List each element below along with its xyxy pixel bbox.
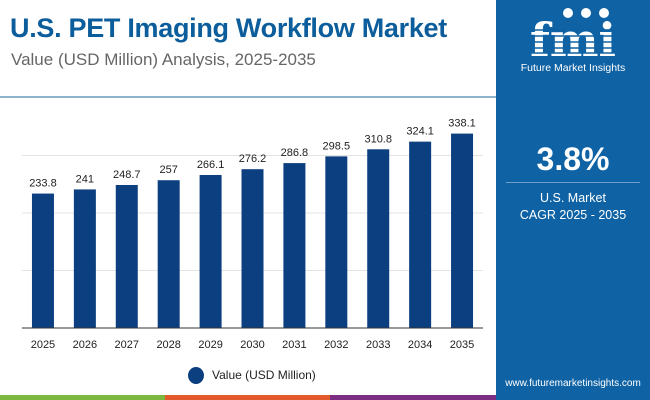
bar-2035 xyxy=(451,133,474,328)
stripe-green xyxy=(0,395,165,400)
legend-swatch xyxy=(188,367,204,384)
legend: Value (USD Million) xyxy=(188,367,316,384)
x-tick-label: 2033 xyxy=(366,339,390,351)
data-label: 257 xyxy=(160,164,178,176)
data-label: 241 xyxy=(76,173,94,185)
cagr-label-period: CAGR 2025 - 2035 xyxy=(519,208,627,222)
x-tick-label: 2029 xyxy=(198,339,222,351)
data-label: 233.8 xyxy=(29,178,57,190)
cagr-label-market: U.S. Market xyxy=(540,191,606,205)
bar-2030 xyxy=(241,169,264,328)
x-tick-label: 2026 xyxy=(73,339,97,351)
data-label: 324.1 xyxy=(406,126,434,138)
bar-2033 xyxy=(367,149,390,328)
bar-2034 xyxy=(409,141,432,328)
data-label: 248.7 xyxy=(113,169,141,181)
bar-2031 xyxy=(283,163,306,328)
chart-title: U.S. PET Imaging Workflow Market xyxy=(10,13,447,43)
x-tick-label: 2034 xyxy=(408,339,432,351)
data-label: 286.8 xyxy=(281,147,309,159)
bar-chart: 233.8 2025 241 2026 248.7 2027 257 2028 266.1 202… xyxy=(22,118,483,351)
x-tick-label: 2031 xyxy=(282,339,306,351)
bar-2027 xyxy=(115,184,138,328)
data-label: 310.8 xyxy=(364,133,392,145)
cagr-value: 3.8% xyxy=(536,141,610,177)
stripe-orange xyxy=(165,395,330,400)
cagr-divider xyxy=(506,182,640,183)
bar-2032 xyxy=(325,156,348,328)
x-tick-label: 2032 xyxy=(324,339,348,351)
x-tick-label: 2030 xyxy=(240,339,264,351)
data-label: 266.1 xyxy=(197,159,225,171)
bar-2029 xyxy=(199,174,222,328)
data-label: 338.1 xyxy=(448,118,476,130)
sidebar-panel: fmi Future Market Insights 3.8% U.S. Mar… xyxy=(496,0,650,400)
legend-label: Value (USD Million) xyxy=(212,368,316,382)
header-divider xyxy=(0,96,496,98)
website-url: www.futuremarketinsights.com xyxy=(505,378,641,389)
chart-subtitle: Value (USD Million) Analysis, 2025-2035 xyxy=(11,50,316,69)
logo-subtitle: Future Market Insights xyxy=(520,62,626,74)
x-tick-label: 2027 xyxy=(115,339,139,351)
data-label: 276.2 xyxy=(239,153,267,165)
x-tick-label: 2035 xyxy=(450,339,474,351)
bar-2025 xyxy=(31,193,54,328)
x-tick-label: 2028 xyxy=(156,339,180,351)
fmi-logo: fmi xyxy=(516,8,631,60)
stripe-purple xyxy=(330,395,496,400)
x-tick-label: 2025 xyxy=(31,339,55,351)
data-label: 298.5 xyxy=(323,140,351,152)
bar-2026 xyxy=(73,189,96,328)
bar-2028 xyxy=(157,180,180,328)
